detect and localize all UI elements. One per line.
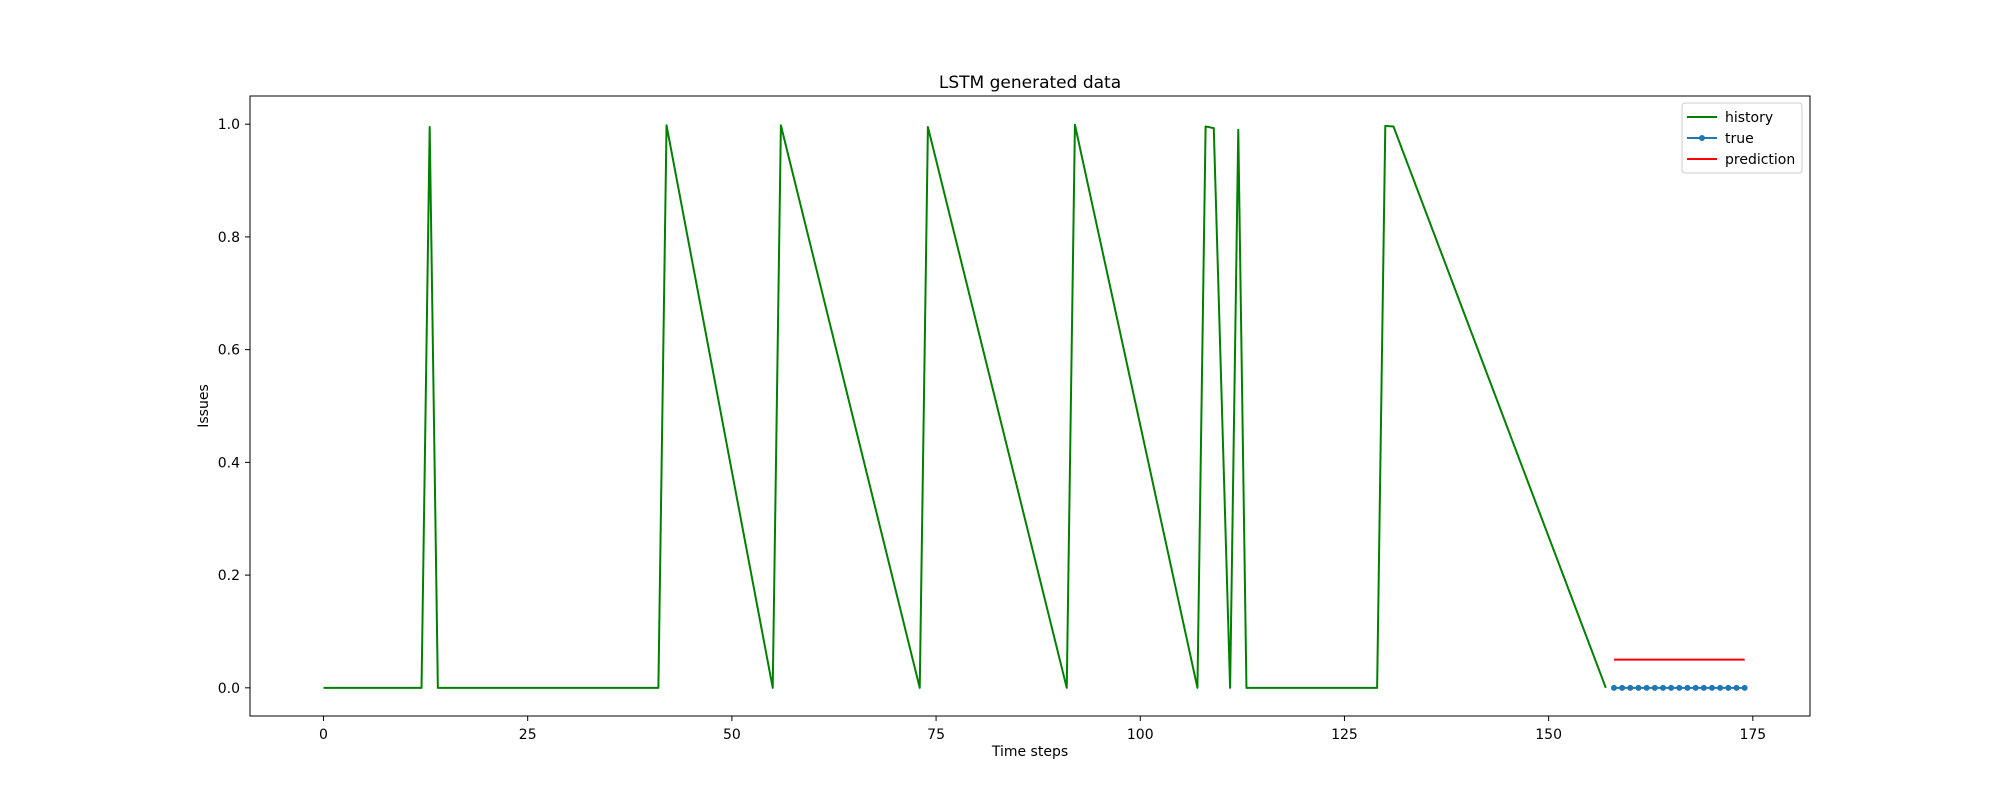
data-point-true	[1659, 684, 1666, 691]
y-tick-label: 0.4	[218, 455, 240, 471]
legend-marker-true	[1699, 135, 1705, 141]
y-tick-label: 0.6	[218, 343, 240, 359]
legend-label-true: true	[1725, 131, 1754, 147]
plot-area	[323, 123, 1748, 691]
x-tick-label: 0	[319, 727, 328, 743]
data-point-true	[1692, 684, 1699, 691]
data-point-true	[1684, 684, 1691, 691]
y-axis-label: Issues	[196, 384, 212, 428]
data-point-true	[1627, 684, 1634, 691]
chart-title: LSTM generated data	[939, 73, 1121, 93]
y-tick-label: 0.0	[218, 681, 240, 697]
axis-ticks: 0 25 50 75 100 125 150 175 0.0 0.2 0.4 0.6 0.8 1.0	[218, 117, 1766, 743]
y-tick-label: 0.8	[218, 230, 240, 246]
plot-frame	[249, 95, 1811, 717]
data-point-true	[1717, 684, 1724, 691]
series-line-history	[323, 123, 1607, 689]
data-point-true	[1733, 684, 1740, 691]
data-point-true	[1700, 684, 1707, 691]
x-axis-label: Time steps	[991, 744, 1068, 760]
data-point-true	[1741, 684, 1748, 691]
legend-label-history: history	[1725, 110, 1773, 126]
data-point-true	[1619, 684, 1626, 691]
data-point-true	[1651, 684, 1658, 691]
data-point-true	[1635, 684, 1642, 691]
x-tick-label: 50	[723, 727, 741, 743]
data-point-true	[1708, 684, 1715, 691]
y-tick-label: 0.2	[218, 568, 240, 584]
data-point-true	[1668, 684, 1675, 691]
data-point-true	[1725, 684, 1732, 691]
legend-box	[1681, 102, 1803, 174]
legend: history true prediction	[1681, 102, 1803, 174]
x-tick-label: 100	[1127, 727, 1154, 743]
x-tick-label: 75	[927, 727, 945, 743]
x-tick-label: 175	[1739, 727, 1766, 743]
x-tick-label: 150	[1535, 727, 1562, 743]
data-point-true	[1676, 684, 1683, 691]
data-point-true	[1643, 684, 1650, 691]
y-tick-label: 1.0	[218, 117, 240, 133]
legend-label-prediction: prediction	[1725, 152, 1795, 168]
x-tick-label: 125	[1331, 727, 1358, 743]
data-point-true	[1610, 684, 1617, 691]
x-tick-label: 25	[519, 727, 537, 743]
